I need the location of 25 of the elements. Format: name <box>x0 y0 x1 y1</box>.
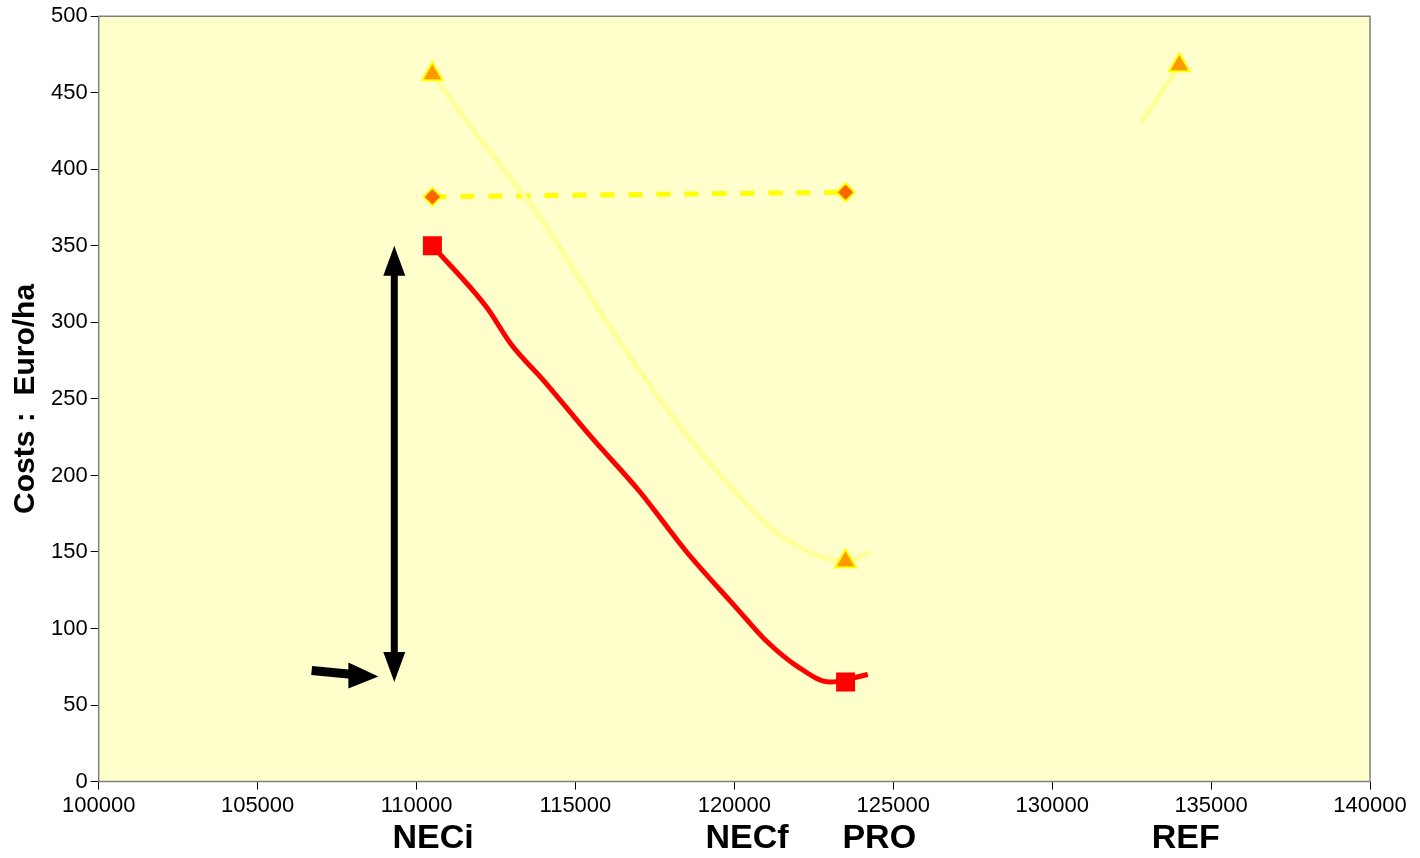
y-tick-label: 200 <box>50 461 88 487</box>
text: PRO <box>842 817 917 856</box>
text: NECf <box>705 817 790 856</box>
y-tick-label: 500 <box>50 2 88 28</box>
x-tick-label: 140000 <box>1333 791 1407 817</box>
x-tick-label: 110000 <box>380 791 453 817</box>
y-tick-label: 150 <box>50 538 88 564</box>
x-tick-label: 120000 <box>697 791 772 817</box>
y-tick-label: 100 <box>50 614 88 640</box>
y-tick-label: 250 <box>50 384 88 410</box>
y-tick-label: 400 <box>50 155 88 181</box>
x-tick-label: 130000 <box>1015 791 1089 817</box>
y-tick-label: 450 <box>50 78 88 104</box>
text: NECi <box>392 817 474 856</box>
x-tick-label: 135000 <box>1174 791 1248 817</box>
y-axis-title: Costs : Euro/ha <box>7 283 41 514</box>
x-tick-label: 125000 <box>856 791 930 817</box>
y-tick-label: 350 <box>50 231 88 257</box>
x-tick-label: 105000 <box>220 791 295 817</box>
y-tick-label: 0 <box>75 767 88 793</box>
x-tick-label: 100000 <box>62 791 136 817</box>
y-tick-label: 50 <box>63 691 88 717</box>
x-tick-label: 115000 <box>539 791 612 817</box>
y-tick-label: 300 <box>50 308 88 334</box>
text: REF <box>1151 817 1220 856</box>
